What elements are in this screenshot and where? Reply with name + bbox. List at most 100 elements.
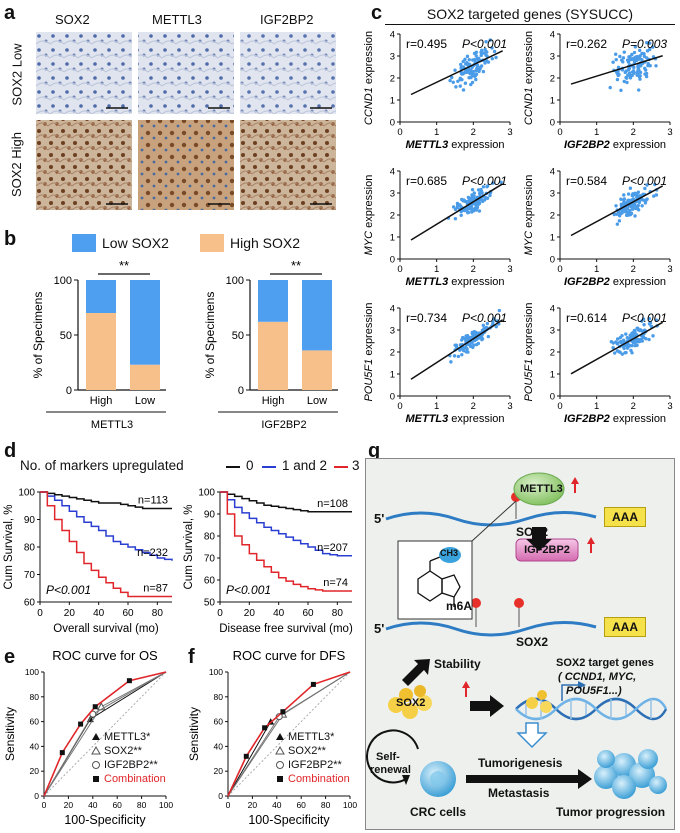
km-n-label: n=74 [323, 577, 348, 589]
km-xlabel: Disease free survival (mo) [219, 623, 353, 635]
km-legend-label-3: 3 [352, 458, 360, 473]
scatter-point [630, 332, 634, 337]
scatter-y-tick-label: 0 [390, 118, 395, 129]
roc-legend-marker [276, 761, 284, 769]
legend-label-high: High SOX2 [230, 235, 301, 251]
scatter-point [627, 343, 632, 347]
roc-legend-marker [276, 733, 284, 740]
polya-tail-1: AAA [604, 507, 646, 527]
r-value: r=0.584 [566, 174, 607, 188]
mrna-strand-1 [385, 510, 597, 527]
scatter-point [619, 88, 623, 93]
regression-line [570, 55, 663, 85]
r-value: r=0.495 [406, 37, 447, 51]
scatter-point [490, 46, 494, 50]
scatter-point [611, 346, 615, 350]
scatter-point [631, 193, 635, 198]
scatter-y-tick-label: 4 [390, 30, 395, 41]
roc-ylabel: Sensitivity [3, 707, 17, 761]
scatter-y-tick-label: 3 [390, 52, 395, 63]
scatter-ylabel: POU5F1 expression [523, 302, 535, 401]
scatter-point [463, 208, 467, 213]
scatter-point [634, 339, 639, 344]
km-y-tick-label: 50 [204, 598, 216, 609]
km-legend-label-12: 1 and 2 [282, 458, 328, 473]
km-legend-title: No. of markers upregulated [20, 458, 184, 473]
scatter-point [451, 80, 455, 85]
m6a-mark-2 [471, 598, 481, 608]
p-value: P<0.001 [462, 37, 507, 51]
scatter-point [615, 212, 619, 216]
roc-y-tick-label: 100 [209, 667, 223, 677]
r-value: r=0.262 [566, 37, 607, 51]
roc-point [280, 709, 286, 715]
scatter-y-tick-label: 2 [550, 74, 555, 85]
scatter-point [625, 336, 630, 340]
scatter-point [466, 63, 470, 67]
scatter-point [642, 52, 646, 56]
scatter-y-tick-label: 1 [550, 370, 555, 381]
scatter-point [450, 75, 454, 80]
scatter-point [480, 328, 485, 333]
scatter-point [456, 354, 461, 359]
bar-y-tick-label: 0 [238, 385, 244, 397]
scatter-point [473, 57, 477, 62]
scatter-x-tick-label: 0 [397, 127, 402, 138]
scatter-point [618, 336, 622, 340]
scatter-x-tick-label: 0 [557, 127, 562, 138]
roc-y-tick-label: 80 [214, 692, 224, 702]
polya-tail-2: AAA [604, 617, 646, 637]
scatter-point [625, 76, 629, 80]
tumor-cluster [594, 749, 667, 799]
regression-line [570, 185, 664, 237]
km-legend-line-0 [226, 466, 240, 468]
roc-ylabel: Sensitivity [187, 707, 201, 761]
scatter-ylabel: MYC expression [363, 175, 375, 256]
km-curve-1 [40, 491, 173, 561]
ihc-igf2bp2-high [240, 120, 336, 210]
bar-low-sox2 [258, 280, 288, 322]
scatter-point [628, 58, 632, 62]
scatter-point [645, 183, 649, 187]
bar-xlabel: IGF2BP2 [261, 419, 306, 431]
scatter-point [620, 352, 624, 356]
roc-point [243, 753, 249, 759]
scatter-y-tick-label: 3 [390, 189, 395, 200]
km-y-tick-label: 70 [204, 554, 216, 565]
scatter-point [492, 49, 497, 54]
col-label-sox2: SOX2 [55, 12, 90, 27]
scatter-point [633, 214, 637, 218]
scatter-point [649, 324, 653, 328]
scatter-point [484, 325, 488, 330]
scatter-point [630, 73, 634, 78]
scatter-point [625, 80, 629, 85]
targets-line-1: SOX2 target genes [556, 657, 654, 669]
scatter-ylabel: CCND1 expression [523, 31, 535, 125]
scatter-point [636, 190, 641, 194]
scatter-point [474, 50, 479, 54]
r-value: r=0.734 [406, 311, 447, 325]
scatter-point [648, 64, 652, 68]
sig-label: ** [119, 260, 129, 273]
scatter-x-tick-label: 3 [667, 127, 672, 138]
km-curve-0 [220, 491, 352, 513]
km-x-tick-label: 20 [244, 608, 256, 619]
col-label-igf2bp2: IGF2BP2 [260, 12, 314, 27]
scatter-point [632, 50, 637, 55]
bar-charts: % of Specimens 0 50 100 High Low ** METTL3 % of … [31, 260, 338, 431]
roc-y-tick-label: 100 [25, 667, 39, 677]
scatter-point [624, 332, 628, 336]
scatter-point [647, 47, 652, 52]
panel-letter-c: c [371, 2, 383, 24]
mrna-strand-2 [385, 620, 597, 637]
scatter-xlabel: IGF2BP2 expression [564, 139, 666, 151]
scatter-point [473, 201, 477, 206]
km-x-tick-label: 60 [122, 608, 134, 619]
scatter-point [494, 55, 498, 60]
km-y-tick-label: 60 [204, 576, 216, 587]
scatter-y-tick-label: 0 [550, 255, 555, 266]
scatter-point [453, 207, 458, 212]
scatter-point [612, 212, 616, 217]
scatter-point [654, 193, 659, 197]
scatter-x-tick-label: 2 [471, 127, 476, 138]
